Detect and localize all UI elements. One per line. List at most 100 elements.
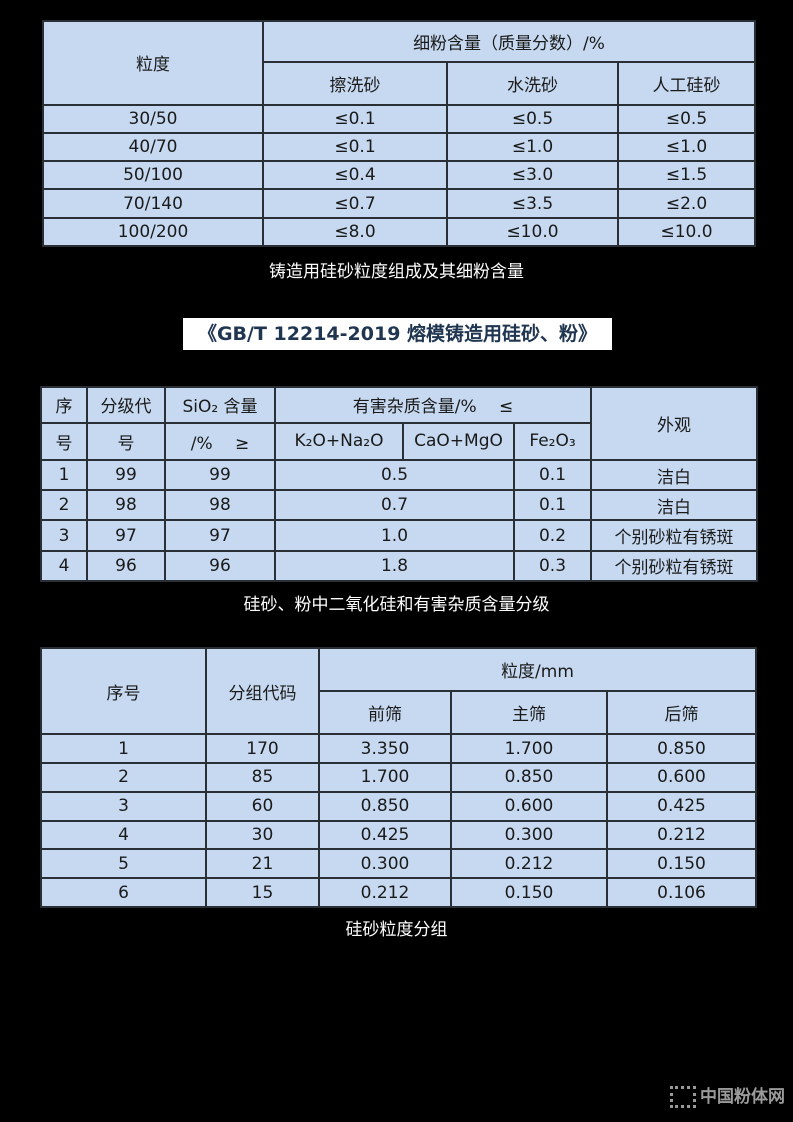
table-row: 40/70 ≤0.1 ≤1.0 ≤1.0: [42, 131, 757, 163]
header-size: 粒度/mm: [318, 646, 757, 693]
table1-caption: 铸造用硅砂粒度组成及其细粉含量: [269, 262, 524, 282]
table-cell: ≤1.5: [616, 160, 757, 191]
table-cell: 5: [40, 848, 207, 880]
table-cell: ≤1.0: [446, 131, 619, 163]
table-cell: 个别砂粒有锈斑: [590, 549, 759, 583]
table-cell: 3: [40, 790, 207, 822]
table-cell: 0.1: [512, 458, 593, 492]
table-cell: 99: [164, 458, 276, 492]
table-cell: ≤3.5: [446, 188, 619, 219]
table-row: 70/140 ≤0.7 ≤3.5 ≤2.0: [42, 188, 757, 219]
table-grain-grouping: 序号 分组代码 粒度/mm 前筛 主筛 后筛 1 170 3.350 1.700 0.850 2 8…: [40, 646, 757, 908]
table-cell: 96: [164, 549, 276, 583]
table-cell: 50/100: [42, 160, 264, 191]
header-impurity: 有害杂质含量/% ≤: [273, 386, 593, 424]
header-cao: CaO+MgO: [402, 421, 515, 461]
table-cell: ≤2.0: [616, 188, 757, 219]
table-cell: 6: [40, 877, 207, 908]
logo-icon: [670, 1086, 696, 1108]
header-back-sieve: 后筛: [606, 690, 757, 736]
header-grade: 分级代: [86, 386, 166, 424]
table-cell: ≤10.0: [446, 216, 619, 248]
header-sio2: SiO₂ 含量: [164, 386, 276, 424]
table-cell: 96: [86, 549, 166, 583]
table-cell: 99: [86, 458, 166, 492]
table2-caption: 硅砂、粉中二氧化硅和有害杂质含量分级: [243, 595, 550, 615]
table-cell: 0.212: [606, 819, 757, 851]
table-cell: 0.2: [512, 519, 593, 552]
table-cell: 1: [40, 458, 88, 492]
header-no: 序: [40, 386, 88, 424]
table-cell: 15: [205, 877, 320, 908]
table-cell: ≤0.5: [446, 103, 619, 134]
table-cell: 98: [86, 489, 166, 522]
table-row: 50/100 ≤0.4 ≤3.0 ≤1.5: [42, 160, 757, 191]
table-cell: 3.350: [318, 733, 452, 765]
table-cell: 0.3: [512, 549, 593, 583]
table-cell: ≤0.4: [262, 160, 448, 191]
table-cell: 个别砂粒有锈斑: [590, 519, 759, 552]
table-cell: 0.150: [606, 848, 757, 880]
table-cell: 97: [164, 519, 276, 552]
table-cell: 0.600: [606, 762, 757, 793]
table-cell: ≤3.0: [446, 160, 619, 191]
table-cell: 85: [205, 762, 320, 793]
table-cell: 60: [205, 790, 320, 822]
header-no: 序号: [40, 646, 207, 736]
table-cell: ≤0.1: [262, 131, 448, 163]
table-cell: 0.300: [318, 848, 452, 880]
table-cell: 1.0: [274, 519, 515, 552]
table-cell: 0.212: [450, 848, 608, 880]
table-row: 100/200 ≤8.0 ≤10.0 ≤10.0: [42, 216, 757, 248]
header-k2o: K₂O+Na₂O: [274, 421, 404, 461]
table-row: 1 99 99 0.5 0.1 洁白: [40, 458, 759, 492]
table-cell: 0.106: [606, 877, 757, 908]
header-fe2o3: Fe₂O₃: [512, 421, 593, 461]
table-cell: 4: [40, 819, 207, 851]
table-row: 30/50 ≤0.1 ≤0.5 ≤0.5: [42, 103, 757, 134]
header-fines-group: 细粉含量（质量分数）/%: [261, 19, 757, 64]
table-cell: 3: [40, 519, 88, 552]
watermark: 中国粉体网: [670, 1082, 785, 1108]
table-cell: 0.300: [450, 819, 608, 851]
table-cell: 97: [86, 519, 166, 552]
table-sio2-grading: 序分级代 SiO₂ 含量 有害杂质含量/% ≤ 外观 号号/% ≥ K₂O+Na₂O Ca…: [40, 386, 759, 583]
header-artificial: 人工硅砂: [616, 61, 757, 106]
table-cell: ≤0.7: [262, 188, 448, 219]
table-cell: 0.1: [512, 489, 593, 522]
table-cell: 洁白: [590, 458, 759, 492]
table-cell: 0.850: [318, 790, 452, 822]
table-cell: 1.8: [274, 549, 515, 583]
header-grain-size: 粒度: [42, 20, 264, 106]
table-row: 6 15 0.212 0.150 0.106: [40, 877, 757, 908]
table-cell: 0.425: [318, 819, 452, 851]
header-code: 分组代码: [205, 646, 320, 736]
table-cell: 0.212: [318, 877, 452, 908]
table3-caption: 硅砂粒度分组: [345, 920, 448, 940]
table-row: 3 97 97 1.0 0.2 个别砂粒有锈斑: [40, 519, 759, 552]
table-cell: 0.600: [450, 790, 608, 822]
table-fines-content: 粒度 细粉含量（质量分数）/% 擦洗砂 水洗砂 人工硅砂 30/50 ≤0.1 ≤0.5 ≤…: [42, 19, 757, 248]
table-row: 1 170 3.350 1.700 0.850: [40, 733, 757, 765]
table-cell: 0.5: [274, 458, 515, 492]
watermark-text: 中国粉体网: [700, 1087, 785, 1107]
header-front-sieve: 前筛: [318, 690, 452, 736]
table-cell: 0.425: [606, 790, 757, 822]
table-cell: 2: [40, 762, 207, 793]
table-cell: 100/200: [42, 216, 264, 248]
table-row: 2 98 98 0.7 0.1 洁白: [40, 489, 759, 522]
table-cell: 70/140: [42, 188, 264, 219]
table-cell: ≤8.0: [262, 216, 448, 248]
table-row: 5 21 0.300 0.212 0.150: [40, 848, 757, 880]
table-cell: ≤10.0: [616, 216, 757, 248]
header-no-2: 号: [40, 421, 88, 461]
table-cell: 170: [205, 733, 320, 765]
table-row: 2 85 1.700 0.850 0.600: [40, 762, 757, 793]
table-cell: 0.850: [450, 762, 608, 793]
header-appearance: 外观: [590, 386, 759, 461]
header-main-sieve: 主筛: [450, 690, 608, 736]
table-cell: 洁白: [590, 489, 759, 522]
table-cell: 2: [40, 489, 88, 522]
table-cell: 1.700: [318, 762, 452, 793]
section-title: 《GB/T 12214-2019 熔模铸造用硅砂、粉》: [183, 318, 612, 350]
